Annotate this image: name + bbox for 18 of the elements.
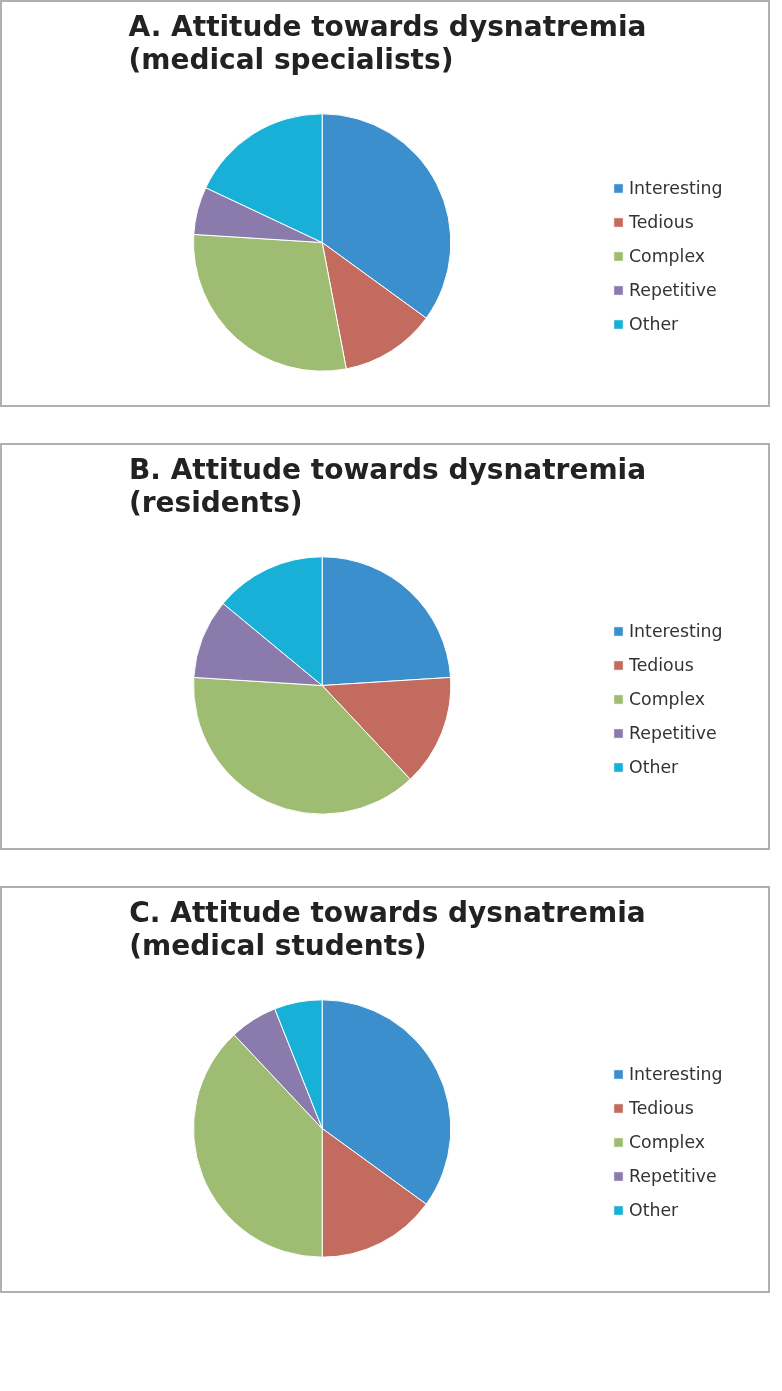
- chart-title: C. Attitude towards dysnatremia (medical students): [129, 895, 646, 962]
- legend-label: Complex: [629, 1132, 706, 1152]
- legend-label: Repetitive: [629, 280, 717, 300]
- chart-title: B. Attitude towards dysnatremia (residents): [128, 452, 647, 519]
- legend-label: Complex: [629, 689, 706, 709]
- legend-label: Other: [629, 1200, 679, 1220]
- legend-label: Repetitive: [629, 1166, 717, 1186]
- legend-label: Tedious: [629, 212, 694, 232]
- legend-label: Interesting: [629, 178, 723, 198]
- legend-label: Tedious: [629, 655, 694, 675]
- legend-label: Other: [629, 757, 679, 777]
- legend-label: Repetitive: [629, 723, 717, 743]
- chart-title: A. Attitude towards dysnatremia (medical specialists): [128, 9, 647, 76]
- legend-label: Tedious: [629, 1098, 694, 1118]
- legend-label: Complex: [629, 246, 706, 266]
- legend-label: Other: [629, 314, 679, 334]
- legend-label: Interesting: [629, 621, 723, 641]
- legend-label: Interesting: [629, 1064, 723, 1084]
